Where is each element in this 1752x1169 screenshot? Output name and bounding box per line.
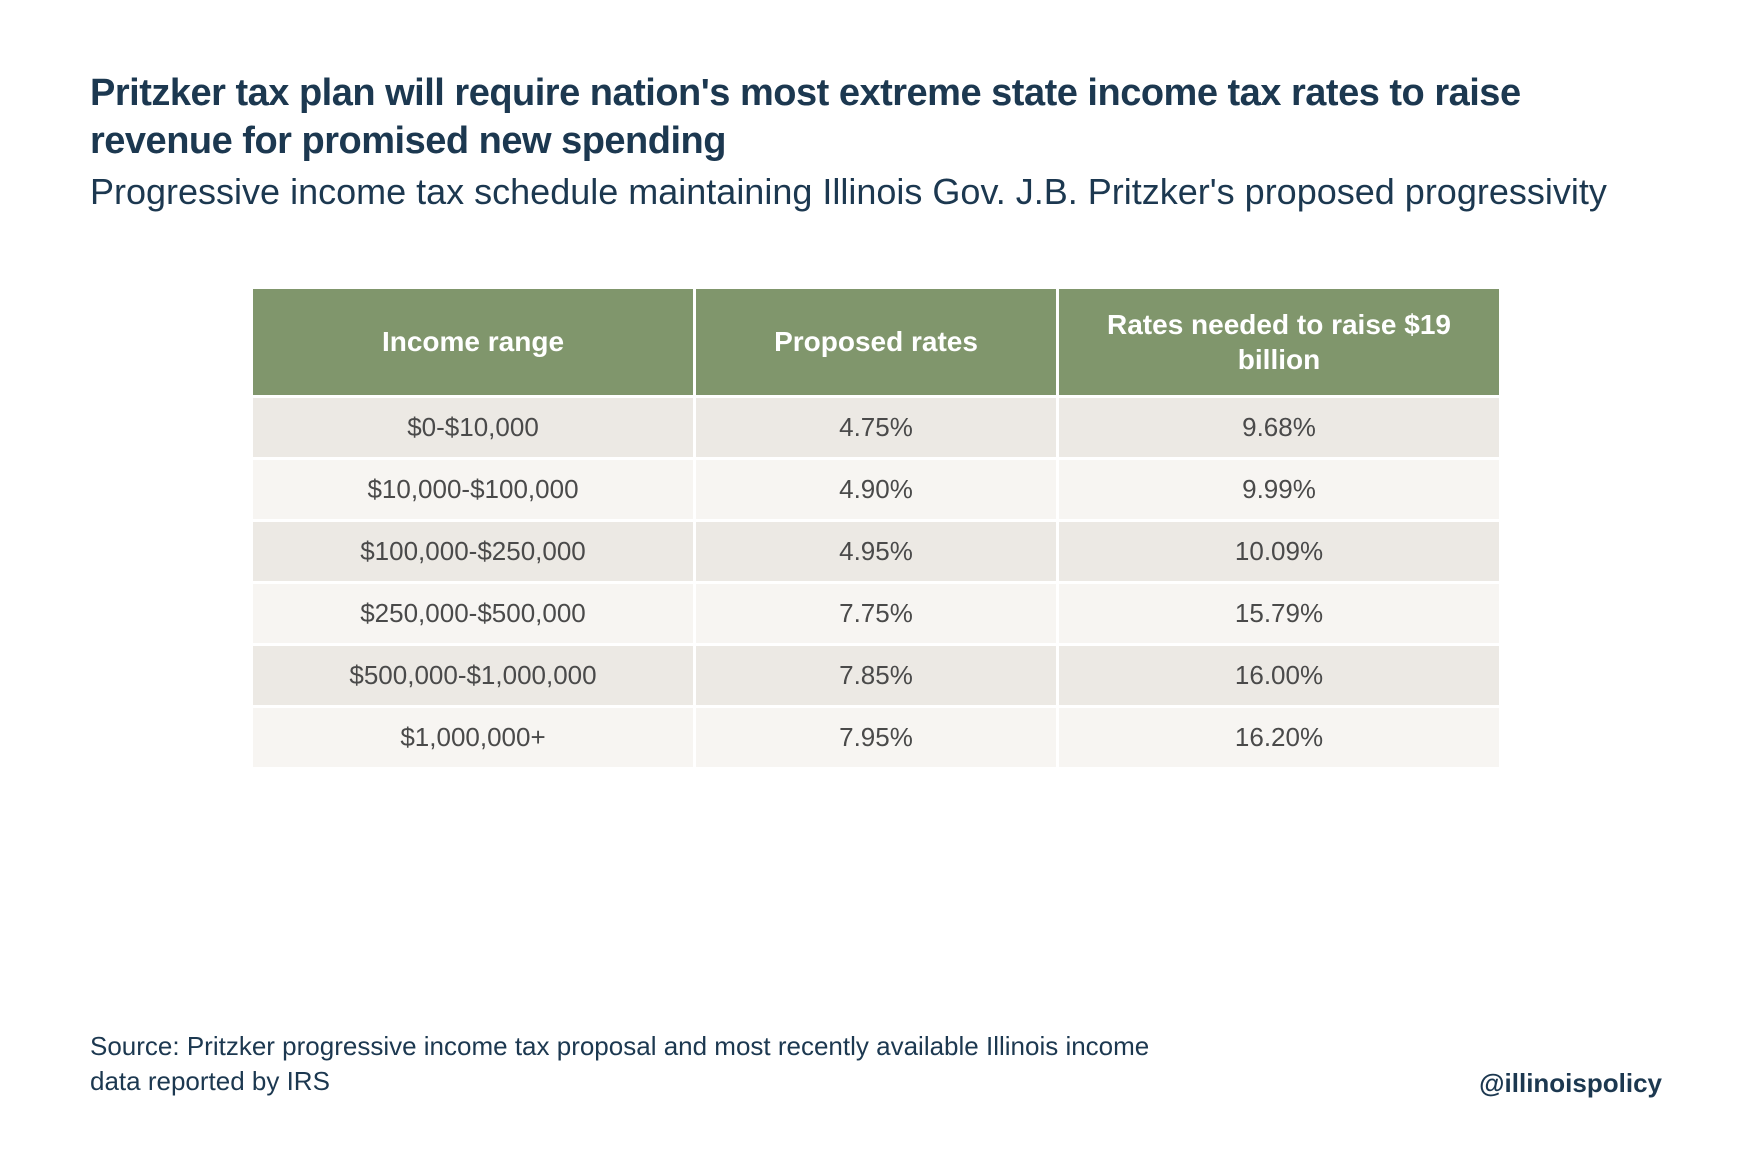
cell-needed-rate: 9.68% xyxy=(1059,398,1499,457)
cell-income-range: $100,000-$250,000 xyxy=(253,522,693,581)
table-row: $10,000-$100,000 4.90% 9.99% xyxy=(253,460,1499,519)
page-title: Pritzker tax plan will require nation's … xyxy=(90,70,1662,165)
cell-proposed-rate: 7.75% xyxy=(696,584,1056,643)
cell-income-range: $10,000-$100,000 xyxy=(253,460,693,519)
table-header-row: Income range Proposed rates Rates needed… xyxy=(253,289,1499,395)
cell-proposed-rate: 4.95% xyxy=(696,522,1056,581)
cell-needed-rate: 15.79% xyxy=(1059,584,1499,643)
col-header-income-range: Income range xyxy=(253,289,693,395)
table-row: $0-$10,000 4.75% 9.68% xyxy=(253,398,1499,457)
cell-needed-rate: 10.09% xyxy=(1059,522,1499,581)
cell-income-range: $1,000,000+ xyxy=(253,708,693,767)
cell-needed-rate: 9.99% xyxy=(1059,460,1499,519)
source-text: Source: Pritzker progressive income tax … xyxy=(90,1029,1190,1099)
col-header-rates-needed: Rates needed to raise $19 billion xyxy=(1059,289,1499,395)
table-row: $500,000-$1,000,000 7.85% 16.00% xyxy=(253,646,1499,705)
col-header-proposed-rates: Proposed rates xyxy=(696,289,1056,395)
cell-proposed-rate: 4.75% xyxy=(696,398,1056,457)
tax-rates-table: Income range Proposed rates Rates needed… xyxy=(250,286,1502,770)
cell-needed-rate: 16.00% xyxy=(1059,646,1499,705)
table-container: Income range Proposed rates Rates needed… xyxy=(90,286,1662,770)
cell-proposed-rate: 7.85% xyxy=(696,646,1056,705)
cell-income-range: $500,000-$1,000,000 xyxy=(253,646,693,705)
cell-proposed-rate: 4.90% xyxy=(696,460,1056,519)
cell-income-range: $250,000-$500,000 xyxy=(253,584,693,643)
table-row: $1,000,000+ 7.95% 16.20% xyxy=(253,708,1499,767)
page-subtitle: Progressive income tax schedule maintain… xyxy=(90,169,1662,216)
social-handle: @illinoispolicy xyxy=(1479,1068,1662,1099)
cell-proposed-rate: 7.95% xyxy=(696,708,1056,767)
table-row: $100,000-$250,000 4.95% 10.09% xyxy=(253,522,1499,581)
cell-needed-rate: 16.20% xyxy=(1059,708,1499,767)
table-row: $250,000-$500,000 7.75% 15.79% xyxy=(253,584,1499,643)
cell-income-range: $0-$10,000 xyxy=(253,398,693,457)
footer: Source: Pritzker progressive income tax … xyxy=(90,1029,1662,1099)
